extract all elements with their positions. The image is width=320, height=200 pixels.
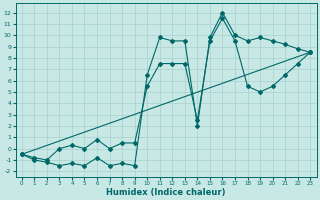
X-axis label: Humidex (Indice chaleur): Humidex (Indice chaleur) bbox=[106, 188, 226, 197]
